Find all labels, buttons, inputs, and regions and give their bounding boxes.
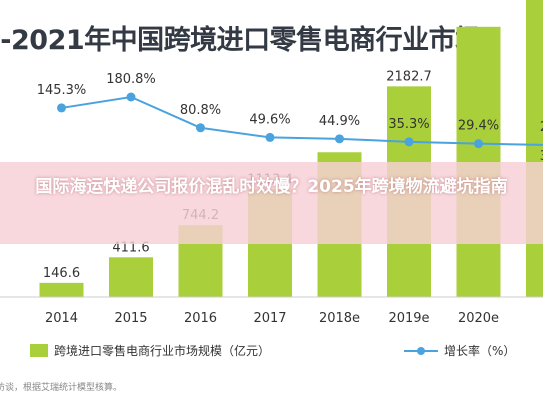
bar-label-2019e: 2182.7: [386, 69, 432, 84]
legend-line-label: 增长率（%）: [444, 344, 516, 358]
tick-label-2017: 2017: [253, 311, 286, 326]
growth-point-2019e: [404, 137, 414, 147]
growth-label-2020e: 29.4%: [458, 119, 499, 134]
legend-bar-label: 跨境进口零售电商行业市场规模（亿元）: [54, 344, 271, 358]
legend-line-swatch: [404, 347, 438, 355]
growth-point-2014: [57, 103, 66, 113]
growth-label-2018e: 44.9%: [319, 114, 360, 129]
bar-label-2: 35: [540, 149, 543, 164]
bar-2014: [39, 282, 84, 297]
chart-title: 3-2021年中国跨境进口零售电商行业市场: [0, 25, 482, 56]
tick-label-2014: 2014: [45, 311, 78, 326]
growth-label-2015: 180.8%: [106, 72, 156, 87]
bar-label-2014: 146.6: [43, 266, 80, 281]
tick-label-2019e: 2019e: [388, 311, 429, 326]
growth-label-2016: 80.8%: [180, 103, 221, 118]
growth-label-2014: 145.3%: [37, 83, 87, 98]
legend-bar-swatch: [30, 344, 48, 357]
growth-point-2016: [196, 123, 205, 133]
bar-2015: [109, 257, 153, 297]
growth-point-2015: [126, 92, 136, 102]
legend-item-bars: 跨境进口零售电商行业市场规模（亿元）: [30, 340, 270, 362]
legend-item-line: 增长率（%）: [404, 340, 515, 362]
banner-headline[interactable]: 国际海运快递公司报价混乱时效慢？2025年跨境物流避坑指南: [35, 177, 508, 197]
growth-point-2020e: [474, 139, 483, 149]
tick-label-2020e: 2020e: [458, 311, 499, 326]
bar-2020e: [456, 26, 501, 298]
source-note: 访谈，根据艾瑞统计模型核算。: [0, 383, 123, 393]
growth-label-2017: 49.6%: [249, 112, 290, 127]
growth-point-2017: [265, 132, 275, 142]
tick-label-2016: 2016: [184, 311, 217, 326]
growth-label-2: 2: [540, 120, 543, 135]
x-axis: 320142015201620172018e2019e2020e2: [0, 296, 543, 326]
overlay-banner[interactable]: 国际海运快递公司报价混乱时效慢？2025年跨境物流避坑指南: [0, 162, 543, 244]
growth-label-2019e: 35.3%: [388, 117, 429, 132]
legend: 跨境进口零售电商行业市场规模（亿元） 增长率（%）: [0, 340, 543, 362]
tick-label-2018e: 2018e: [319, 311, 360, 326]
growth-point-2018e: [335, 134, 344, 144]
growth-line-layer: 145.3% 180.8% 80.8% 49.6% 44.9% 35.3% 29.4% 2: [37, 72, 543, 149]
growth-line: [61, 95, 543, 146]
bar-label-2015: 411.6: [112, 240, 149, 255]
tick-label-2015: 2015: [114, 311, 147, 326]
